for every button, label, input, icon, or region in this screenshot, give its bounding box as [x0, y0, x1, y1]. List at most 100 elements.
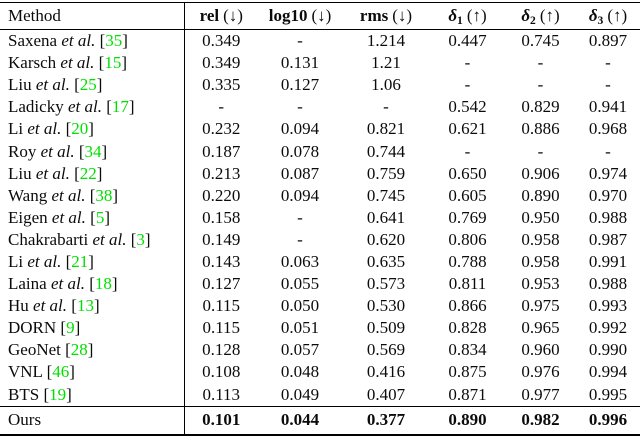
method-name: Saxena — [8, 31, 58, 51]
metric-value: 1.06 — [371, 75, 401, 95]
metric-value: 0.187 — [202, 141, 241, 161]
metric-cell: 0.769 — [430, 207, 505, 229]
citation-ref[interactable]: 18 — [94, 274, 112, 294]
metric-value: 0.974 — [588, 163, 628, 183]
method-cell: Li et al. [21] — [0, 250, 185, 274]
metric-value: 0.220 — [202, 185, 241, 205]
metric-value: 0.988 — [588, 274, 628, 294]
metric-value: 0.407 — [366, 384, 406, 404]
metric-cell: 0.992 — [576, 317, 640, 339]
metric-cell: 0.953 — [505, 273, 576, 295]
et-al-label: et al. — [67, 97, 102, 117]
metric-value: 0.573 — [366, 274, 406, 294]
metric-value: 0.101 — [202, 410, 241, 430]
citation-ref[interactable]: 15 — [104, 53, 122, 73]
metric-cell: 0.049 — [258, 384, 342, 407]
citation-ref[interactable]: 25 — [79, 75, 97, 95]
metric-cell: 0.101 — [184, 405, 258, 435]
method-name: Li — [8, 252, 24, 271]
method-name: Chakrabarti — [8, 229, 89, 249]
method-cell: Chakrabarti et al. [3] — [0, 228, 185, 251]
column-label-subscript: 2 — [530, 13, 536, 27]
metric-value: 0.605 — [448, 185, 487, 205]
metric-value: 0.113 — [202, 384, 241, 404]
metric-value: 0.834 — [448, 340, 487, 360]
metric-cell: 0.958 — [505, 229, 576, 251]
metric-value: 0.788 — [448, 252, 487, 271]
metric-cell: 0.990 — [576, 339, 640, 361]
method-name: DORN — [8, 318, 57, 338]
column-label-subscript: 1 — [457, 13, 463, 27]
metric-cell: 0.788 — [430, 251, 505, 273]
metric-value: 0.890 — [521, 185, 560, 205]
table-row: Hu et al. [13] 0.115 0.050 0.530 0.866 0.975 0… — [0, 295, 640, 318]
column-label: δ — [448, 5, 458, 25]
et-al-label: et al. — [61, 31, 96, 51]
citation-ref[interactable]: 13 — [76, 296, 94, 316]
metric-cell: - — [505, 52, 576, 74]
table-row: Chakrabarti et al. [3] 0.149 - 0.620 0.806 0.… — [0, 228, 640, 251]
column-label: δ — [588, 5, 598, 25]
citation-ref[interactable]: 35 — [105, 31, 123, 51]
citation-ref[interactable]: 3 — [136, 229, 145, 249]
metric-value: - — [464, 75, 471, 95]
metric-value: 0.049 — [280, 384, 320, 404]
metric-value: 0.447 — [448, 31, 487, 51]
citation-ref[interactable]: 38 — [95, 185, 113, 205]
metric-value: 0.650 — [448, 163, 487, 183]
metric-cell: 0.050 — [258, 295, 342, 317]
citation-ref[interactable]: 19 — [49, 384, 67, 404]
metric-cell: 0.232 — [184, 118, 258, 140]
metric-value: 0.569 — [366, 340, 406, 360]
metric-cell: 0.143 — [184, 251, 258, 273]
table-row: Roy et al. [34] 0.187 0.078 0.744 - - - — [0, 140, 640, 163]
metric-cell: 0.982 — [505, 405, 576, 435]
metric-value: 0.128 — [202, 340, 241, 360]
table-row: Liu et al. [22] 0.213 0.087 0.759 0.650 0.906… — [0, 162, 640, 185]
metric-value: 0.745 — [366, 185, 406, 205]
metric-value: 0.127 — [280, 75, 320, 95]
metric-cell: 0.866 — [430, 295, 505, 317]
metric-cell: 0.048 — [258, 361, 342, 383]
metric-cell: - — [430, 52, 505, 74]
metric-cell: 0.542 — [430, 96, 505, 118]
metric-cell: - — [505, 140, 576, 162]
column-label: rms — [359, 6, 389, 25]
citation-ref[interactable]: 5 — [95, 207, 105, 227]
column-header-rel: rel (↓) — [184, 2, 258, 30]
metric-value: - — [297, 31, 303, 51]
method-cell: BTS [19] — [0, 383, 185, 407]
et-al-label: et al. — [51, 185, 86, 205]
metric-cell: 0.447 — [430, 30, 505, 53]
et-al-label: et al. — [35, 75, 70, 95]
citation-ref[interactable]: 17 — [111, 97, 129, 117]
citation-ref[interactable]: 21 — [71, 252, 89, 271]
method-name: Liu — [8, 75, 32, 95]
metric-value: 0.995 — [588, 384, 628, 404]
metric-cell: 0.635 — [342, 251, 430, 273]
metric-cell: 0.220 — [184, 185, 258, 207]
citation-ref[interactable]: 22 — [79, 163, 97, 183]
citation-ref[interactable]: 9 — [66, 318, 75, 338]
metric-cell: 0.416 — [342, 361, 430, 383]
citation-ref[interactable]: 20 — [71, 119, 89, 139]
et-al-label: et al. — [40, 141, 75, 161]
citation-ref[interactable]: 34 — [84, 141, 102, 161]
metric-cell: - — [184, 96, 258, 118]
lower-better-arrow-icon: (↓) — [311, 6, 332, 25]
metric-value: - — [537, 75, 544, 95]
metric-value: 0.349 — [202, 53, 241, 73]
citation-ref[interactable]: 28 — [70, 340, 88, 360]
higher-better-arrow-icon: (↑) — [607, 5, 628, 25]
metric-cell: 0.941 — [576, 96, 640, 118]
metric-cell: 0.349 — [184, 30, 258, 53]
metric-cell: 0.897 — [576, 30, 640, 53]
metric-value: 0.115 — [202, 296, 241, 316]
metric-value: 0.745 — [521, 31, 560, 51]
citation-ref[interactable]: 46 — [52, 362, 70, 382]
metric-value: 0.829 — [521, 97, 560, 117]
column-header-method: Method — [0, 2, 185, 30]
higher-better-arrow-icon: (↑) — [539, 5, 560, 25]
column-header-log10: log10 (↓) — [258, 2, 342, 30]
metric-value: 0.055 — [280, 274, 320, 294]
